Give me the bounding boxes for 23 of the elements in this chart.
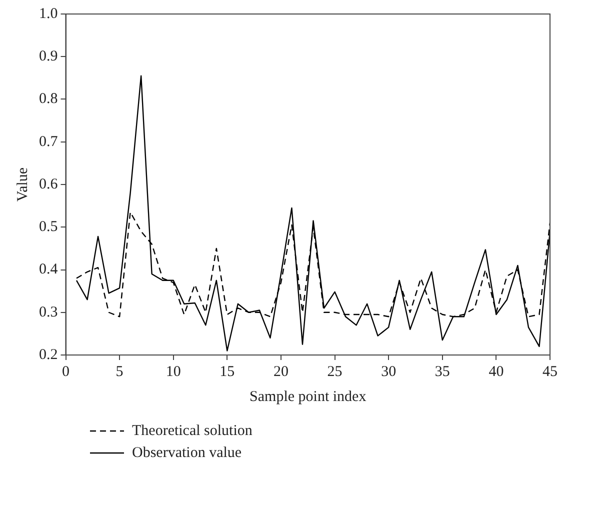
y-tick-label: 0.9 bbox=[39, 48, 58, 65]
x-tick-label: 15 bbox=[220, 364, 235, 380]
y-tick-label: 0.4 bbox=[39, 262, 58, 278]
y-axis-title: Value bbox=[14, 167, 31, 202]
x-tick-label: 10 bbox=[166, 364, 181, 380]
legend-label: Theoretical solution bbox=[132, 422, 252, 440]
x-tick-label: 30 bbox=[381, 364, 396, 380]
x-tick-label: 35 bbox=[434, 364, 450, 380]
y-tick-label: 0.8 bbox=[39, 91, 58, 108]
y-tick-label: 0.5 bbox=[39, 219, 58, 236]
x-axis-title: Sample point index bbox=[250, 388, 367, 405]
x-tick-label: 40 bbox=[488, 364, 504, 380]
x-tick-label: 0 bbox=[62, 364, 70, 380]
y-tick-label: 0.3 bbox=[39, 304, 58, 320]
y-tick-label: 1.0 bbox=[39, 6, 58, 22]
x-tick-label: 20 bbox=[273, 364, 288, 380]
x-tick-label: 25 bbox=[327, 364, 342, 380]
y-tick-label: 0.2 bbox=[39, 346, 58, 363]
legend-label: Observation value bbox=[132, 444, 242, 462]
x-tick-label: 45 bbox=[542, 364, 558, 380]
y-tick-label: 0.7 bbox=[39, 134, 58, 150]
y-tick-label: 0.6 bbox=[39, 176, 58, 192]
x-tick-label: 5 bbox=[116, 364, 124, 380]
